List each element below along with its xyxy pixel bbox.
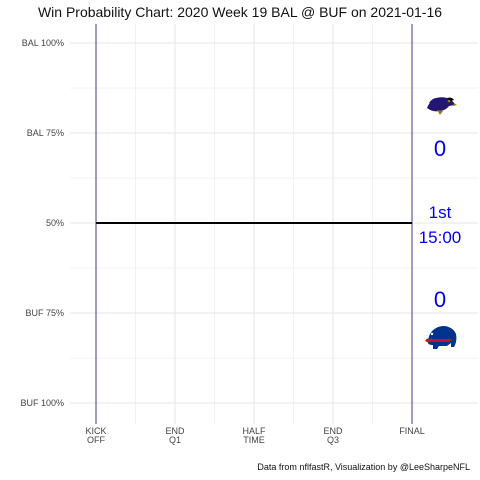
x-tick-label: Q3: [327, 435, 339, 445]
chart-title: Win Probability Chart: 2020 Week 19 BAL …: [37, 4, 443, 20]
x-tick-label: FINAL: [399, 426, 425, 436]
x-tick-label: OFF: [87, 435, 105, 445]
x-tick-label: TIME: [243, 435, 265, 445]
chart-caption: Data from nflfastR, Visualization by @Le…: [257, 462, 470, 472]
x-tick-label: Q1: [169, 435, 181, 445]
y-tick-label: BUF 100%: [20, 398, 64, 408]
y-tick-label: BAL 100%: [22, 38, 64, 48]
bills-logo-icon: [425, 326, 457, 349]
home-score: 0: [433, 287, 447, 312]
x-tick-label: HALF: [242, 426, 266, 436]
x-tick-label: END: [165, 426, 185, 436]
game-clock: 15:00: [418, 228, 462, 247]
game-quarter: 1st: [428, 203, 452, 222]
ravens-logo-icon: [427, 97, 457, 115]
y-tick-label: 50%: [46, 218, 64, 228]
x-tick-label: END: [323, 426, 343, 436]
away-score: 0: [433, 136, 447, 161]
y-tick-label: BUF 75%: [25, 308, 64, 318]
x-tick-label: KICK: [85, 426, 106, 436]
y-tick-label: BAL 75%: [27, 128, 64, 138]
